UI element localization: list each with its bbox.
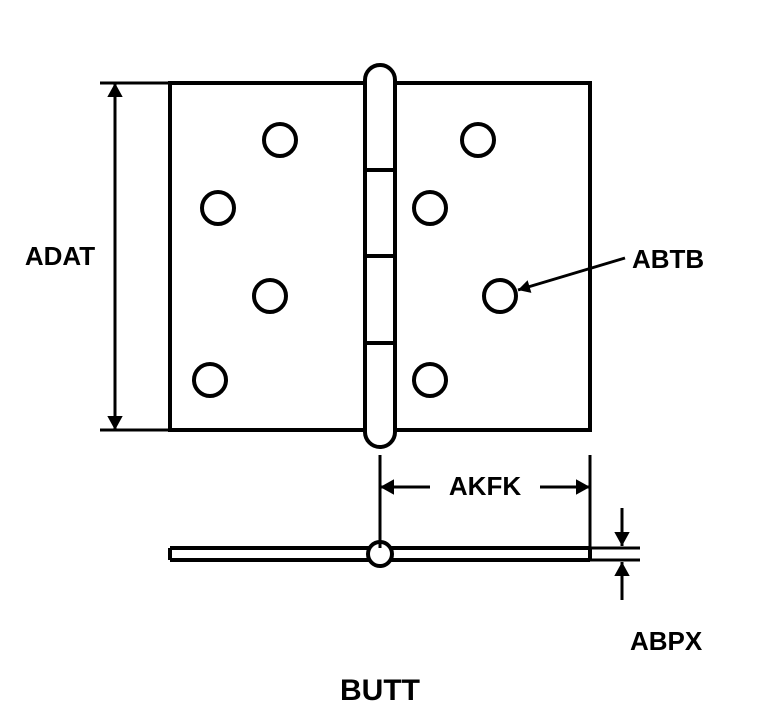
label-abpx: ABPX [630, 626, 703, 656]
screw-hole [414, 192, 446, 224]
screw-hole [462, 124, 494, 156]
label-akfk: AKFK [449, 471, 521, 501]
screw-hole [194, 364, 226, 396]
label-adat: ADAT [25, 241, 95, 271]
screw-hole [414, 364, 446, 396]
abtb-leader [518, 258, 625, 290]
screw-hole [254, 280, 286, 312]
title: BUTT [340, 674, 420, 707]
screw-hole [264, 124, 296, 156]
screw-hole [202, 192, 234, 224]
screw-hole [484, 280, 516, 312]
label-abtb: ABTB [632, 244, 704, 274]
hinge-leaf-left [170, 83, 365, 430]
